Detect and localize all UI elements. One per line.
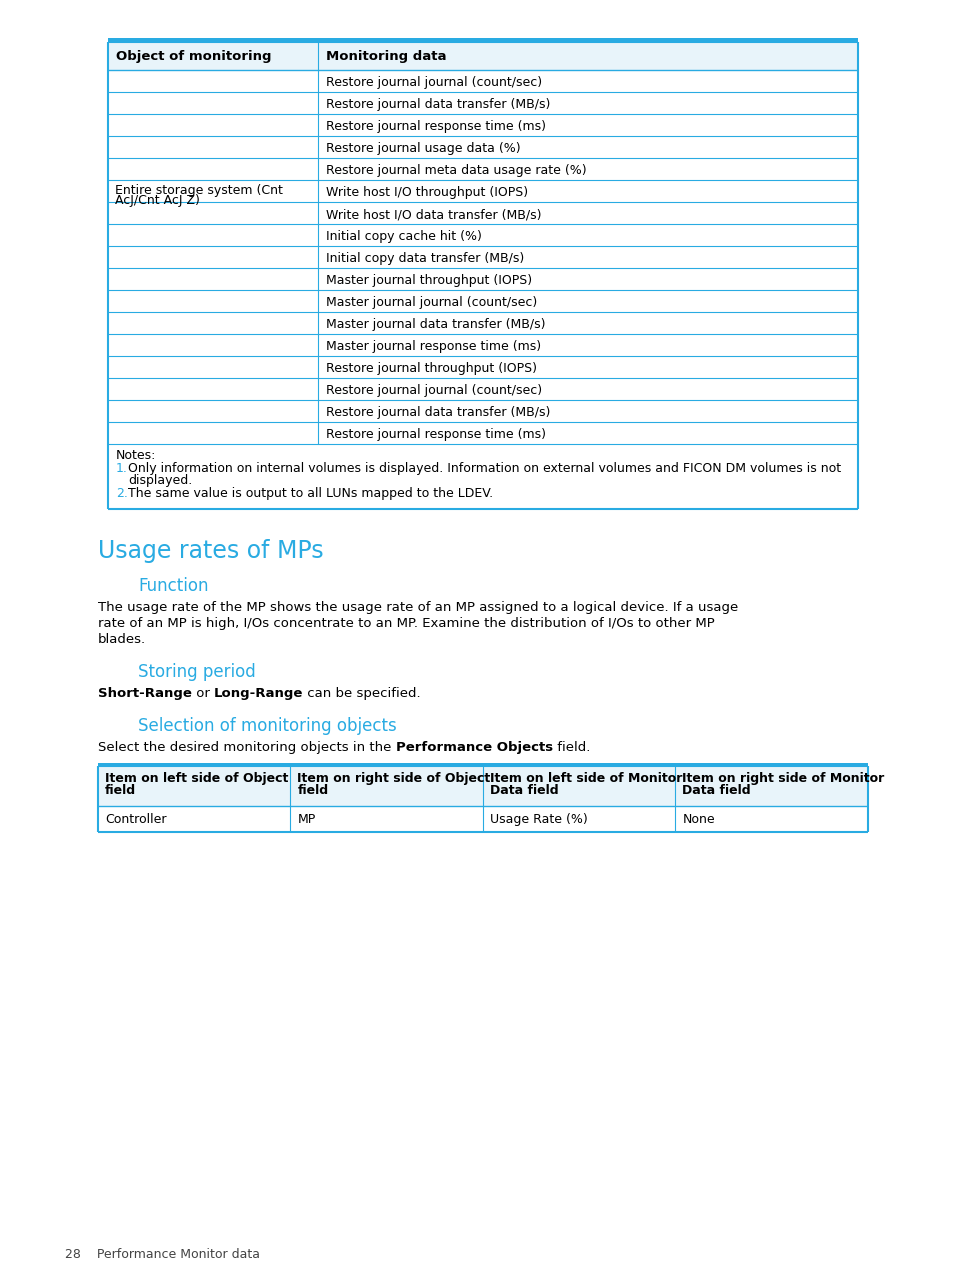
Text: Object of monitoring: Object of monitoring: [116, 50, 272, 64]
Bar: [98, 763, 867, 766]
Bar: [108, 42, 857, 70]
Text: Long-Range: Long-Range: [213, 688, 303, 700]
Bar: [98, 806, 867, 833]
Text: blades.: blades.: [98, 633, 146, 646]
Text: Restore journal response time (ms): Restore journal response time (ms): [326, 428, 545, 441]
Text: Item on left side of Monitor: Item on left side of Monitor: [490, 771, 681, 785]
Text: Master journal journal (count/sec): Master journal journal (count/sec): [326, 296, 537, 309]
Text: field: field: [297, 784, 328, 797]
Text: Initial copy data transfer (MB/s): Initial copy data transfer (MB/s): [326, 252, 524, 264]
Text: Restore journal journal (count/sec): Restore journal journal (count/sec): [326, 76, 541, 89]
Text: Restore journal meta data usage rate (%): Restore journal meta data usage rate (%): [326, 164, 586, 177]
Text: Item on right side of Object: Item on right side of Object: [297, 771, 490, 785]
Bar: [108, 377, 857, 400]
Text: Write host I/O data transfer (MB/s): Write host I/O data transfer (MB/s): [326, 208, 541, 221]
Text: Master journal response time (ms): Master journal response time (ms): [326, 341, 540, 353]
Text: Item on left side of Object: Item on left side of Object: [105, 771, 288, 785]
Bar: [108, 180, 857, 202]
Bar: [108, 400, 857, 422]
Text: Performance Objects: Performance Objects: [395, 741, 552, 754]
Text: Controller: Controller: [105, 813, 167, 826]
Text: Data field: Data field: [490, 784, 558, 797]
Bar: [108, 224, 857, 247]
Bar: [108, 70, 857, 92]
Text: Notes:: Notes:: [116, 449, 156, 461]
Text: field.: field.: [552, 741, 590, 754]
Text: Selection of monitoring objects: Selection of monitoring objects: [138, 717, 396, 735]
Text: 1.: 1.: [116, 461, 128, 475]
Text: or: or: [192, 688, 213, 700]
Text: Restore journal usage data (%): Restore journal usage data (%): [326, 142, 520, 155]
Text: Short-Range: Short-Range: [98, 688, 192, 700]
Text: Master journal data transfer (MB/s): Master journal data transfer (MB/s): [326, 318, 545, 330]
Text: Restore journal response time (ms): Restore journal response time (ms): [326, 119, 545, 133]
Bar: [108, 38, 857, 42]
Bar: [108, 290, 857, 311]
Text: field: field: [105, 784, 136, 797]
Text: AcJ/Cnt AcJ Z): AcJ/Cnt AcJ Z): [115, 194, 200, 207]
Text: rate of an MP is high, I/Os concentrate to an MP. Examine the distribution of I/: rate of an MP is high, I/Os concentrate …: [98, 616, 714, 630]
Bar: [108, 114, 857, 136]
Bar: [108, 311, 857, 334]
Text: None: None: [681, 813, 715, 826]
Text: Usage rates of MPs: Usage rates of MPs: [98, 539, 323, 563]
Text: Restore journal data transfer (MB/s): Restore journal data transfer (MB/s): [326, 98, 550, 111]
Bar: [98, 766, 867, 806]
Text: Restore journal data transfer (MB/s): Restore journal data transfer (MB/s): [326, 405, 550, 419]
Text: Monitoring data: Monitoring data: [326, 50, 446, 64]
Text: Restore journal journal (count/sec): Restore journal journal (count/sec): [326, 384, 541, 397]
Text: Item on right side of Monitor: Item on right side of Monitor: [681, 771, 883, 785]
Bar: [108, 444, 857, 508]
Text: Only information on internal volumes is displayed. Information on external volum: Only information on internal volumes is …: [128, 461, 841, 475]
Text: 28    Performance Monitor data: 28 Performance Monitor data: [65, 1248, 260, 1261]
Bar: [108, 158, 857, 180]
Text: 2.: 2.: [116, 487, 128, 500]
Bar: [108, 202, 857, 224]
Text: Entire storage system (Cnt: Entire storage system (Cnt: [115, 184, 283, 197]
Bar: [108, 422, 857, 444]
Text: Data field: Data field: [681, 784, 750, 797]
Text: can be specified.: can be specified.: [303, 688, 420, 700]
Text: Select the desired monitoring objects in the: Select the desired monitoring objects in…: [98, 741, 395, 754]
Bar: [108, 334, 857, 356]
Text: Usage Rate (%): Usage Rate (%): [490, 813, 587, 826]
Text: displayed.: displayed.: [128, 474, 193, 487]
Text: The same value is output to all LUNs mapped to the LDEV.: The same value is output to all LUNs map…: [128, 487, 493, 500]
Text: Master journal throughput (IOPS): Master journal throughput (IOPS): [326, 275, 532, 287]
Text: Write host I/O throughput (IOPS): Write host I/O throughput (IOPS): [326, 186, 528, 200]
Bar: [108, 92, 857, 114]
Text: Function: Function: [138, 577, 209, 595]
Text: The usage rate of the MP shows the usage rate of an MP assigned to a logical dev: The usage rate of the MP shows the usage…: [98, 601, 738, 614]
Bar: [108, 136, 857, 158]
Bar: [108, 247, 857, 268]
Text: MP: MP: [297, 813, 315, 826]
Text: Storing period: Storing period: [138, 663, 255, 681]
Text: Restore journal throughput (IOPS): Restore journal throughput (IOPS): [326, 362, 537, 375]
Bar: [108, 268, 857, 290]
Bar: [108, 356, 857, 377]
Text: Initial copy cache hit (%): Initial copy cache hit (%): [326, 230, 481, 243]
